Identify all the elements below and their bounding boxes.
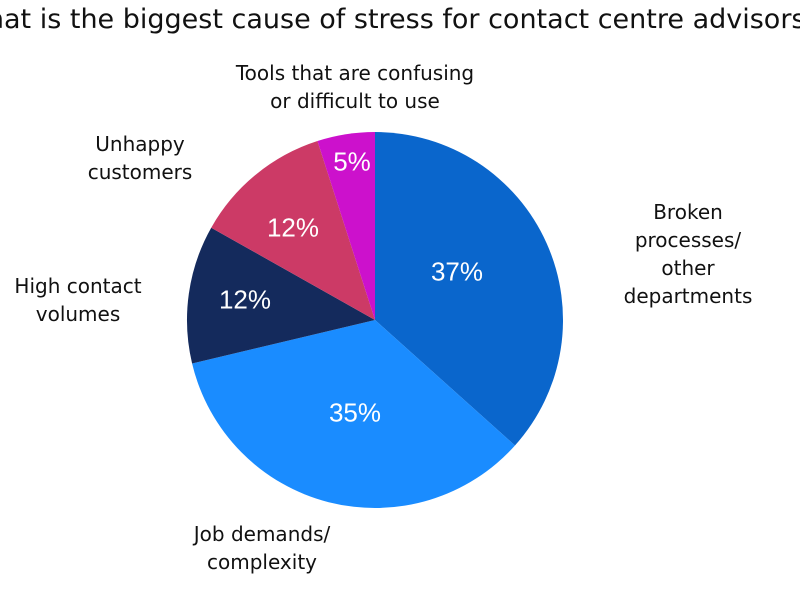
data-label: 5%	[333, 146, 371, 177]
data-label: 12%	[266, 212, 320, 243]
category-label: Tools that are confusing or difficult to…	[235, 61, 475, 113]
category-label: Unhappy customers	[87, 132, 193, 184]
pie-slice	[211, 141, 375, 320]
category-label: Job demands/ complexity	[193, 522, 331, 574]
chart-title: What is the biggest cause of stress for …	[0, 4, 800, 35]
category-label: Broken processes/ other departments	[623, 200, 753, 308]
pie-slice	[192, 320, 515, 508]
category-label: High contact volumes	[14, 274, 142, 326]
data-label: 37%	[430, 256, 484, 287]
pie-slice	[375, 132, 563, 446]
data-label: 12%	[218, 284, 272, 315]
data-label: 35%	[328, 397, 382, 428]
pie-slice	[186, 227, 375, 364]
pie-slice	[317, 132, 375, 320]
